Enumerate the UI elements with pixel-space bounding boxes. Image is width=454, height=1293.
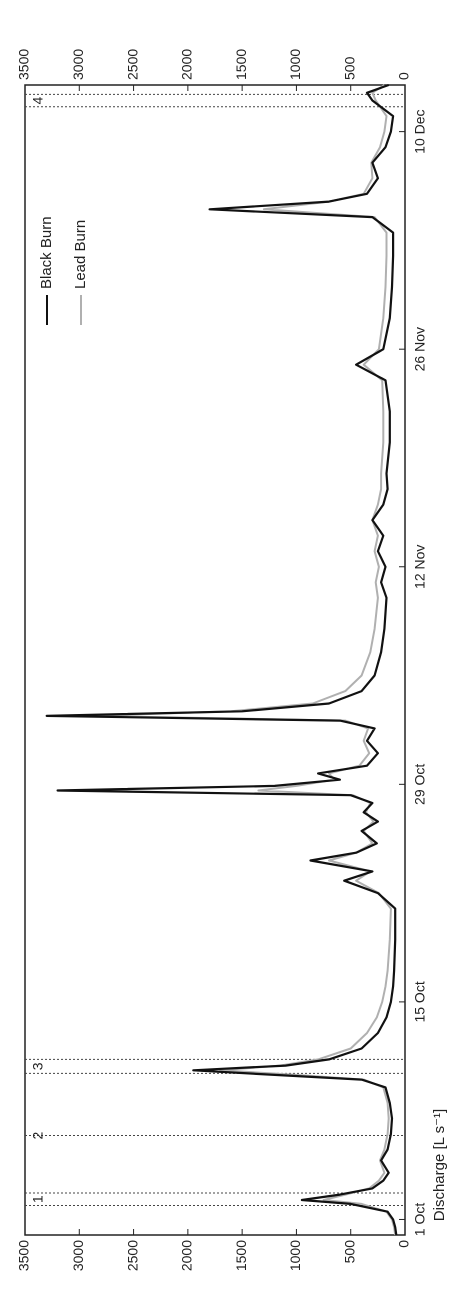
y2-tick-label: 1500 xyxy=(233,49,249,80)
x-tick-label: 10 Dec xyxy=(412,109,428,153)
series-line xyxy=(89,84,397,1236)
y2-tick-label: 500 xyxy=(341,56,357,80)
y2-tick-label: 0 xyxy=(396,72,412,80)
y-tick-label: 3000 xyxy=(70,1240,86,1271)
y-tick-label: 1000 xyxy=(287,1240,303,1271)
y2-tick-label: 3500 xyxy=(16,49,32,80)
y-tick-label: 0 xyxy=(396,1240,412,1248)
x-tick-label: 12 Nov xyxy=(412,545,428,589)
y-tick-label: 2000 xyxy=(179,1240,195,1271)
y-tick-label: 1500 xyxy=(233,1240,249,1271)
x-tick-label: 29 Oct xyxy=(412,764,428,805)
y-tick-label: 2500 xyxy=(124,1240,140,1271)
y2-tick-label: 2500 xyxy=(124,49,140,80)
y2-tick-label: 2000 xyxy=(179,49,195,80)
event-label: 4 xyxy=(30,96,46,104)
event-label: 3 xyxy=(30,1062,46,1070)
x-tick-label: 1 Oct xyxy=(412,1203,428,1237)
y-tick-label: 500 xyxy=(341,1240,357,1264)
event-label: 1 xyxy=(30,1195,46,1203)
y2-tick-label: 3000 xyxy=(70,49,86,80)
x-tick-label: 26 Nov xyxy=(412,327,428,371)
series-line xyxy=(45,83,398,1236)
event-label: 2 xyxy=(30,1131,46,1139)
legend-label: Lead Burn xyxy=(72,220,89,289)
plot-frame xyxy=(24,84,406,1236)
y2-tick-label: 1000 xyxy=(287,49,303,80)
legend-label: Black Burn xyxy=(38,216,55,289)
y-axis-title: Discharge [L s⁻¹] xyxy=(431,1109,448,1221)
x-tick-label: 15 Oct xyxy=(412,981,428,1022)
rotated-chart: Discharge [L s⁻¹] 0 0 500 500 1000 1000 1500 15… xyxy=(16,49,448,1272)
y-tick-label: 3500 xyxy=(16,1240,32,1271)
